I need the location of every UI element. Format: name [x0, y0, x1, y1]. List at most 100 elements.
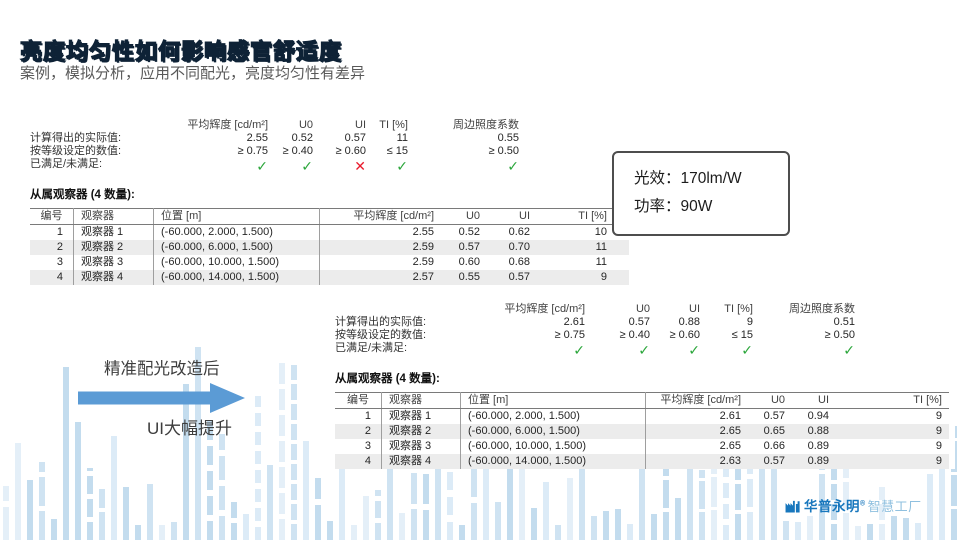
observer-row: 3 观察器 3 (-60.000, 10.000, 1.500) 2.59 0.60 0.… — [30, 255, 629, 270]
background-bar — [159, 525, 165, 540]
column-header: TI [%] — [834, 392, 949, 409]
cell: 4 — [30, 270, 74, 285]
background-bar — [543, 482, 549, 540]
check-mark: ✓ — [396, 158, 408, 174]
background-bar — [699, 470, 705, 540]
background-bar — [351, 525, 357, 540]
background-bar — [855, 526, 861, 540]
spacer — [30, 119, 168, 132]
metric-value: 2.55 — [246, 132, 268, 144]
background-bar — [459, 525, 465, 540]
background-bar — [447, 424, 453, 540]
column-header: 平均辉度 [cd/m²] — [504, 303, 585, 315]
cell: 观察器 2 — [73, 240, 154, 255]
cell: 0.70 — [508, 241, 530, 253]
check-mark: ✓ — [256, 158, 268, 174]
background-bar — [615, 509, 621, 540]
background-bar — [39, 462, 45, 540]
cell: 0.57 — [763, 455, 785, 467]
observer-row: 2 观察器 2 (-60.000, 6.000, 1.500) 2.59 0.57 0.7… — [30, 240, 629, 255]
cell: 0.68 — [508, 256, 530, 268]
background-bar — [831, 442, 837, 540]
metric-value: ≥ 0.40 — [282, 145, 313, 157]
observer-row: 4 观察器 4 (-60.000, 14.000, 1.500) 2.57 0.55 0.… — [30, 270, 629, 285]
column-header: 观察器 — [381, 392, 461, 409]
spec-power: 功率：90W — [634, 198, 713, 215]
check-mark: ✓ — [573, 342, 585, 358]
observer-table-after: 编号 观察器 位置 [m] 平均辉度 [cd/m²] U0 UI TI [%] 1 观察器 1(… — [335, 392, 949, 469]
metric-value: 0.57 — [344, 132, 366, 144]
metric-value: ≥ 0.50 — [824, 329, 855, 341]
cell: (-60.000, 10.000, 1.500) — [460, 439, 646, 454]
background-bar — [471, 467, 477, 540]
row-label: 按等级设定的数值: — [30, 145, 122, 157]
metric-value: ≥ 0.50 — [488, 145, 519, 157]
background-bar — [27, 480, 33, 540]
metric-value: 0.51 — [833, 316, 855, 328]
background-bar — [339, 452, 345, 540]
background-bar — [495, 502, 501, 540]
background-bar — [867, 524, 873, 540]
background-bar — [711, 409, 717, 540]
cell: 9 — [935, 425, 942, 437]
column-header: U0 — [746, 392, 790, 409]
metric-value: ≥ 0.75 — [237, 145, 268, 157]
metric-value: ≤ 15 — [731, 329, 753, 341]
cell: 3 — [335, 439, 382, 454]
background-bar — [147, 484, 153, 540]
check-mark: ✓ — [688, 342, 700, 358]
background-bar — [483, 456, 489, 540]
column-header: TI [%] — [535, 208, 629, 225]
header-row: 编号 观察器 位置 [m] 平均辉度 [cd/m²] U0 UI TI [%] — [30, 208, 629, 225]
cell: 0.60 — [458, 256, 480, 268]
row-label: 已满足/未满足: — [335, 342, 408, 354]
cell: 0.94 — [807, 410, 829, 422]
cell: 2.65 — [719, 440, 741, 452]
column-header: 位置 [m] — [460, 392, 646, 409]
observer-row: 2 观察器 2 (-60.000, 6.000, 1.500) 2.65 0.65 0.8… — [335, 424, 949, 439]
metric-value: ≥ 0.60 — [669, 329, 700, 341]
metric-value: 0.55 — [497, 132, 519, 144]
column-header: 平均辉度 [cd/m²] — [187, 119, 268, 131]
column-header: 编号 — [335, 392, 382, 409]
column-header: UI — [689, 303, 700, 315]
metric-value: 0.52 — [291, 132, 313, 144]
background-bar — [735, 414, 741, 540]
background-bar — [303, 441, 309, 540]
column-header: U0 — [298, 119, 313, 131]
background-bar — [951, 426, 957, 540]
metric-value: 0.57 — [628, 316, 650, 328]
metric-value: 0.88 — [678, 316, 700, 328]
background-bar — [75, 422, 81, 540]
cell: 0.65 — [763, 425, 785, 437]
background-bar — [603, 511, 609, 540]
cell: (-60.000, 2.000, 1.500) — [153, 224, 320, 240]
check-mark: ✓ — [843, 342, 855, 358]
column-header: 平均辉度 [cd/m²] — [645, 392, 746, 409]
metric-value: ≤ 15 — [386, 145, 408, 157]
report-after: 平均辉度 [cd/m²] U0 UI TI [%] 周边照度系数 计算得出的实际… — [335, 297, 955, 469]
cell: 2.59 — [412, 256, 434, 268]
background-bar — [207, 416, 213, 540]
metric-value: 2.61 — [563, 316, 585, 328]
column-header: 位置 [m] — [153, 208, 320, 225]
row-label: 计算得出的实际值: — [30, 132, 122, 144]
cell: 11 — [595, 256, 607, 268]
factory-icon — [785, 500, 800, 512]
cell: 0.89 — [807, 455, 829, 467]
background-bar — [555, 525, 561, 540]
background-bar — [783, 521, 789, 540]
background-bar — [135, 525, 141, 540]
column-header: UI — [485, 208, 535, 225]
row-label: 已满足/未满足: — [30, 158, 103, 170]
background-bar — [255, 396, 261, 540]
check-mark: ✓ — [507, 158, 519, 174]
check-mark: ✓ — [301, 158, 313, 174]
column-header: TI [%] — [724, 303, 753, 315]
cell: 0.89 — [807, 440, 829, 452]
cell: 0.57 — [458, 241, 480, 253]
background-bar — [111, 436, 117, 540]
background-bar — [315, 478, 321, 540]
background-bar — [171, 522, 177, 540]
cell: 11 — [595, 241, 607, 253]
